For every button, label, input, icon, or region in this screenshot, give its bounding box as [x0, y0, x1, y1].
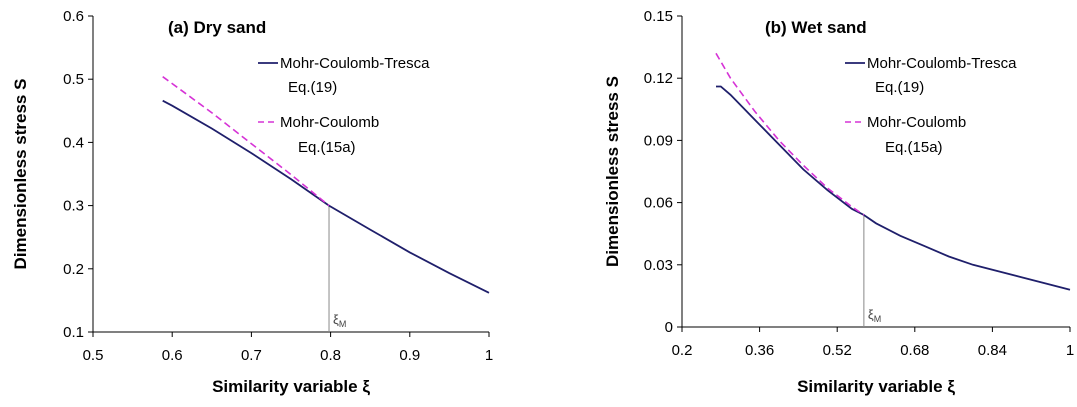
x-tick-label: 0.8 [320, 347, 341, 364]
y-tick-label: 0.5 [63, 71, 84, 88]
y-tick-label: 0.2 [63, 261, 84, 278]
y-tick-label: 0 [665, 319, 673, 336]
x-axis-title: Similarity variable ξ [212, 377, 370, 396]
y-axis-title: Dimensionless stress S [11, 79, 30, 270]
chart-panel-2: 0 0.03 0.06 0.09 0.12 0.15 0.2 0.36 0.52 0.68 0.84… [603, 8, 1074, 396]
y-tick-label: 0.03 [644, 257, 673, 274]
x-tick-label: 0.2 [672, 342, 693, 359]
series-line-mohr-coulomb-tresca [716, 85, 1071, 291]
legend-label-eq19: Eq.(19) [288, 79, 337, 96]
legend-label-mohr-coulomb: Mohr-Coulomb [867, 114, 966, 131]
x-tick-label: 0.84 [978, 342, 1007, 359]
xi-m-label: ξM [868, 307, 881, 324]
y-tick-label: 0.09 [644, 132, 673, 149]
x-tick-label: 0.5 [83, 347, 104, 364]
y-tick-label: 0.06 [644, 195, 673, 212]
y-tick-label: 0.12 [644, 70, 673, 87]
y-axis-title: Dimensionless stress S [603, 76, 622, 267]
x-tick-label: 0.9 [399, 347, 420, 364]
legend-label-mohr-coulomb-tresca: Mohr-Coulomb-Tresca [867, 55, 1017, 72]
y-tick-label: 0.3 [63, 198, 84, 215]
series-line-mohr-coulomb [715, 52, 865, 216]
y-tick-label: 0.4 [63, 134, 84, 151]
series-line-mohr-coulomb [162, 76, 330, 207]
y-tick-label: 0.6 [63, 8, 84, 25]
x-tick-label: 1 [485, 347, 493, 364]
legend-label-mohr-coulomb-tresca: Mohr-Coulomb-Tresca [280, 55, 430, 72]
panel-title: (a) Dry sand [168, 18, 266, 37]
x-tick-label: 0.7 [241, 347, 262, 364]
chart-panel-1: 0.1 0.2 0.3 0.4 0.5 0.6 0.5 0.6 0.7 0.8 0.9 1 Simila… [11, 8, 493, 396]
legend-label-eq15a: Eq.(15a) [298, 139, 356, 156]
xi-m-label: ξM [333, 312, 346, 329]
y-tick-label: 0.15 [644, 8, 673, 25]
x-tick-label: 0.6 [162, 347, 183, 364]
x-tick-label: 0.68 [900, 342, 929, 359]
series-line-mohr-coulomb-tresca [162, 99, 490, 294]
xi-m-subscript: M [874, 314, 882, 324]
x-tick-label: 0.52 [823, 342, 852, 359]
legend-label-eq15a: Eq.(15a) [885, 139, 943, 156]
panel-title: (b) Wet sand [765, 18, 867, 37]
x-tick-label: 1 [1066, 342, 1074, 359]
x-axis-title: Similarity variable ξ [797, 377, 955, 396]
legend-label-mohr-coulomb: Mohr-Coulomb [280, 114, 379, 131]
x-tick-label: 0.36 [745, 342, 774, 359]
xi-m-subscript: M [339, 319, 347, 329]
y-tick-label: 0.1 [63, 324, 84, 341]
legend-label-eq19: Eq.(19) [875, 79, 924, 96]
